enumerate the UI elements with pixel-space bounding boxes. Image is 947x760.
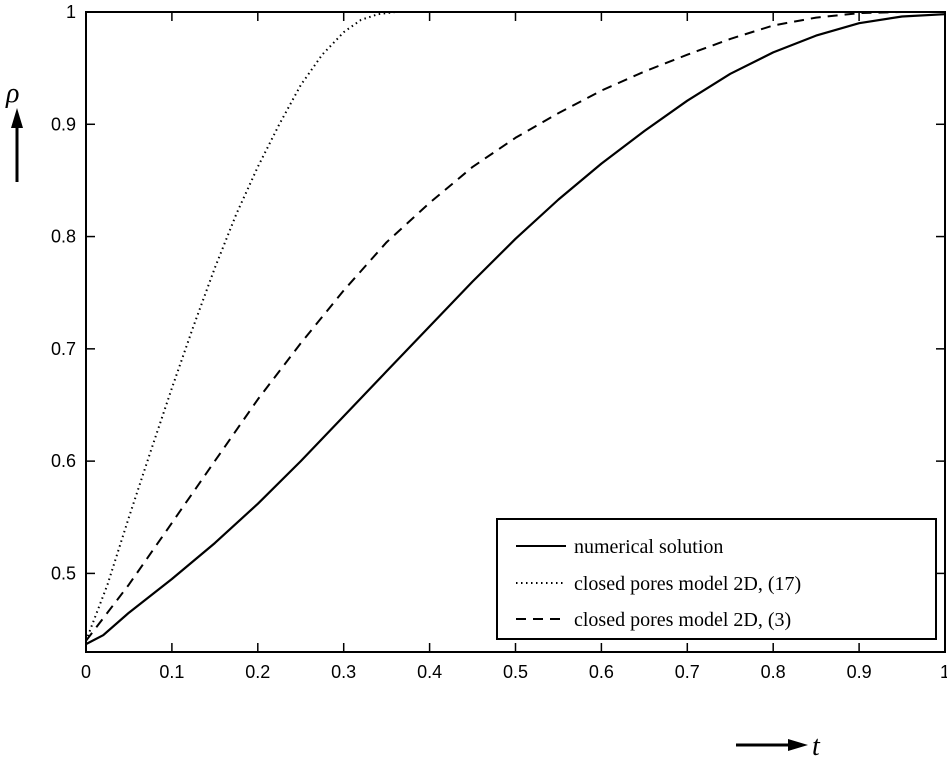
x-tick-label: 1 xyxy=(940,662,947,682)
y-axis-arrowhead xyxy=(11,108,23,128)
y-tick-label: 0.8 xyxy=(51,227,76,247)
y-axis-label: ρ xyxy=(5,78,19,109)
series-layer xyxy=(85,11,946,646)
x-tick-label: 0.4 xyxy=(417,662,442,682)
x-tick-label: 0.7 xyxy=(675,662,700,682)
y-tick-label: 0.7 xyxy=(51,339,76,359)
series-line-solid xyxy=(85,13,946,646)
y-tick-label: 1 xyxy=(66,2,76,22)
x-tick-label: 0.6 xyxy=(589,662,614,682)
x-tick-label: 0 xyxy=(81,662,91,682)
y-tick-label: 0.6 xyxy=(51,451,76,471)
series-line-dotted xyxy=(85,11,945,642)
x-axis-arrowhead xyxy=(788,739,808,751)
legend-label-model-17: closed pores model 2D, (17) xyxy=(574,573,801,595)
x-tick-label: 0.2 xyxy=(245,662,270,682)
x-tick-label: 0.9 xyxy=(847,662,872,682)
y-tick-label: 0.5 xyxy=(51,563,76,583)
x-tick-label: 0.5 xyxy=(503,662,528,682)
x-axis-label: t xyxy=(812,731,821,760)
legend: numerical solution closed pores model 2D… xyxy=(496,518,937,640)
x-tick-label: 0.1 xyxy=(159,662,184,682)
legend-box xyxy=(496,518,937,640)
y-tick-label: 0.9 xyxy=(51,114,76,134)
legend-label-numerical: numerical solution xyxy=(574,536,723,558)
axis-ticks: 0 0.1 0.2 0.3 0.4 0.5 0.6 0.7 0.8 0.9 1 0.5 0.6 0.7 0.… xyxy=(51,2,947,682)
legend-label-model-3: closed pores model 2D, (3) xyxy=(574,609,791,631)
series-line-dashed xyxy=(85,11,945,642)
x-tick-label: 0.8 xyxy=(761,662,786,682)
x-tick-label: 0.3 xyxy=(331,662,356,682)
